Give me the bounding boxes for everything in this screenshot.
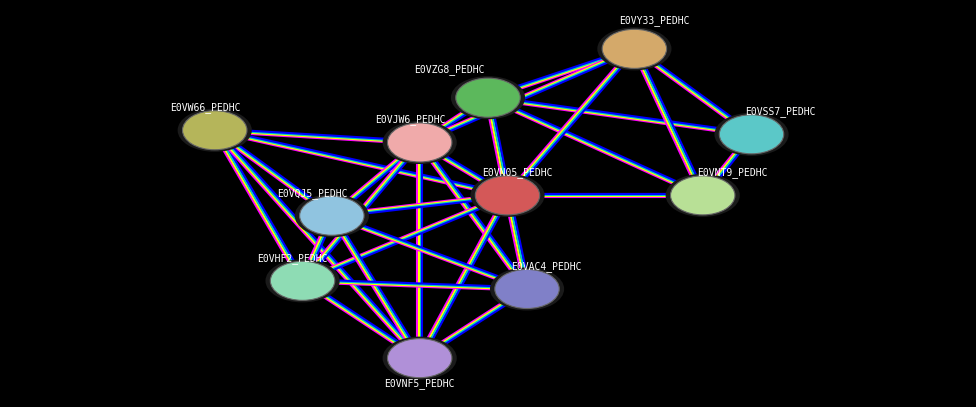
Text: E0VAC4_PEDHC: E0VAC4_PEDHC bbox=[511, 261, 582, 272]
Text: E0VJW6_PEDHC: E0VJW6_PEDHC bbox=[375, 114, 445, 125]
Text: E0VSS7_PEDHC: E0VSS7_PEDHC bbox=[746, 106, 816, 117]
Ellipse shape bbox=[719, 115, 784, 154]
Ellipse shape bbox=[270, 261, 335, 300]
Ellipse shape bbox=[475, 176, 540, 215]
Text: E0VHF2_PEDHC: E0VHF2_PEDHC bbox=[258, 253, 328, 264]
Ellipse shape bbox=[671, 176, 735, 215]
Ellipse shape bbox=[295, 194, 369, 237]
Text: E0VNT9_PEDHC: E0VNT9_PEDHC bbox=[697, 167, 767, 178]
Ellipse shape bbox=[490, 267, 564, 311]
Ellipse shape bbox=[300, 196, 364, 235]
Text: E0VQJ5_PEDHC: E0VQJ5_PEDHC bbox=[277, 188, 347, 199]
Ellipse shape bbox=[456, 78, 520, 117]
Ellipse shape bbox=[666, 174, 740, 217]
Ellipse shape bbox=[470, 174, 545, 217]
Ellipse shape bbox=[602, 29, 667, 68]
Ellipse shape bbox=[597, 27, 671, 70]
Ellipse shape bbox=[183, 111, 247, 150]
Ellipse shape bbox=[714, 113, 789, 156]
Ellipse shape bbox=[178, 109, 252, 152]
Ellipse shape bbox=[495, 269, 559, 309]
Ellipse shape bbox=[265, 259, 340, 302]
Text: E0VW66_PEDHC: E0VW66_PEDHC bbox=[170, 102, 240, 113]
Ellipse shape bbox=[383, 337, 457, 380]
Ellipse shape bbox=[383, 121, 457, 164]
Text: E0VNF5_PEDHC: E0VNF5_PEDHC bbox=[385, 379, 455, 389]
Text: E0VY33_PEDHC: E0VY33_PEDHC bbox=[619, 15, 689, 26]
Ellipse shape bbox=[387, 123, 452, 162]
Text: E0VZG8_PEDHC: E0VZG8_PEDHC bbox=[414, 64, 484, 75]
Ellipse shape bbox=[387, 339, 452, 378]
Text: E0VN05_PEDHC: E0VN05_PEDHC bbox=[482, 167, 552, 178]
Ellipse shape bbox=[451, 76, 525, 119]
